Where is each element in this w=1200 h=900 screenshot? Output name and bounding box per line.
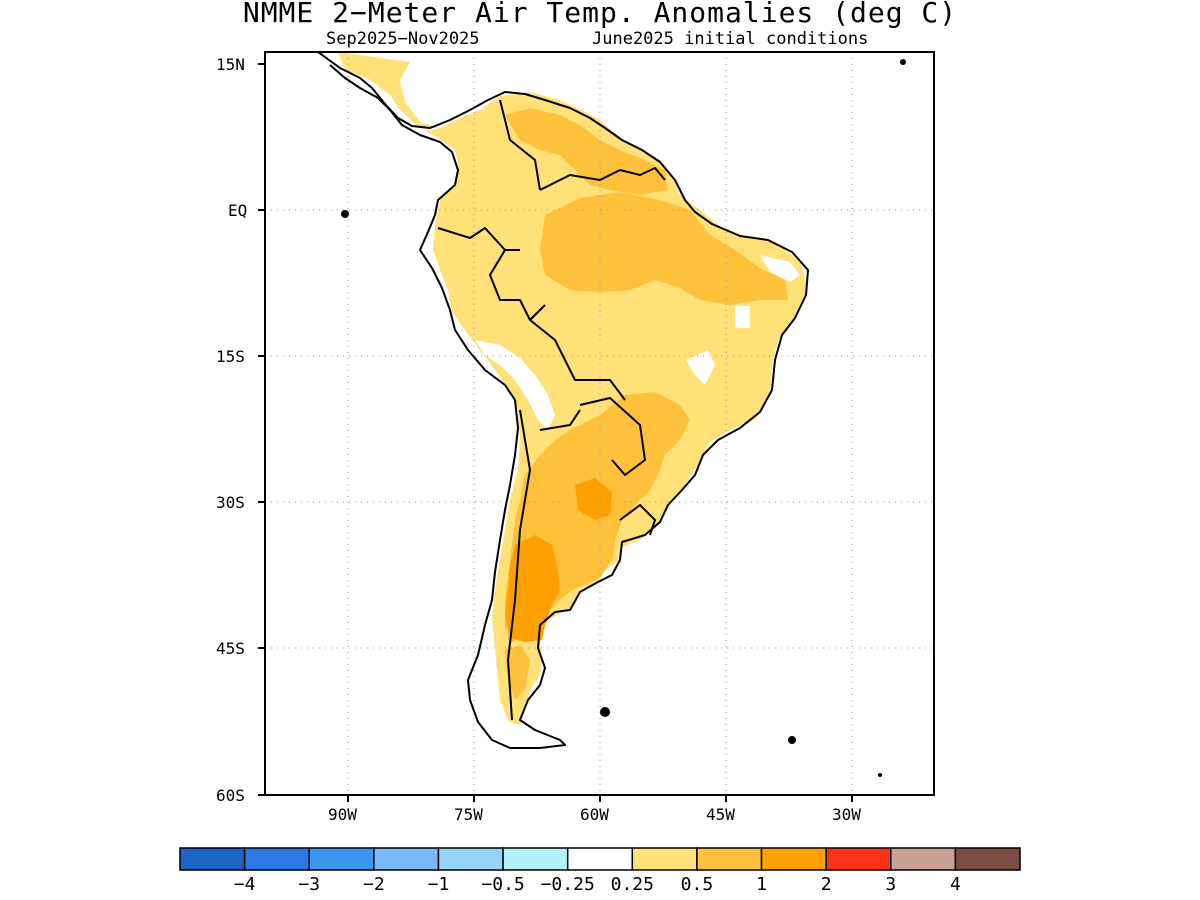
country-border-colombia-venezuela (499, 99, 541, 191)
neutral-ne-brazil-spot (735, 306, 750, 328)
map-title: NMME 2−Meter Air Temp. Anomalies (deg C) (242, 0, 958, 29)
colorbar-swatch (437, 847, 504, 871)
lon-label-60w: 60W (580, 805, 609, 824)
neutral-ne-brazil (760, 255, 800, 282)
colorbar-label: −2 (363, 874, 385, 895)
lat-label-45s: 45S (216, 639, 245, 658)
colorbar-label: −0.5 (481, 874, 524, 895)
colorbar-swatch (373, 847, 440, 871)
anomaly-map (265, 52, 808, 755)
subtitle-period: Sep2025−Nov2025 (326, 29, 480, 49)
anomaly-fill-strong-central (575, 478, 612, 520)
colorbar-label: −0.25 (541, 874, 595, 895)
anomaly-fill-medium-amazon (540, 192, 788, 305)
lon-label-45w: 45W (706, 805, 735, 824)
lat-label-eq: EQ (228, 201, 247, 220)
neutral-central-brazil (686, 350, 715, 385)
colorbar-label: 0.5 (681, 874, 714, 895)
lon-label-90w: 90W (328, 805, 357, 824)
colorbar-swatch (760, 847, 827, 871)
lat-label-60s: 60S (216, 786, 245, 805)
colorbar-label: −4 (234, 874, 256, 895)
axis-ticks (258, 63, 853, 802)
subtitle-initial-conditions: June2025 initial conditions (592, 29, 869, 49)
lat-label-15n: 15N (216, 55, 245, 74)
country-border-uruguay (619, 504, 656, 536)
colorbar-label: 2 (821, 874, 832, 895)
colorbar-swatch (566, 847, 634, 871)
country-border-venezuela-brazil (539, 169, 621, 191)
coastlines-and-borders (317, 52, 809, 749)
colorbar-label: −1 (428, 874, 450, 895)
colorbar-label: 1 (756, 874, 767, 895)
lat-label-30s: 30S (216, 493, 245, 512)
colorbar-label: 3 (885, 874, 896, 895)
colorbar-swatch (502, 847, 569, 871)
anomaly-fill-strong-argentina (505, 535, 560, 642)
country-border-chile-argentina (507, 409, 531, 721)
country-border-ecuador-peru (437, 227, 520, 251)
colorbar-swatch (954, 847, 1021, 871)
neutral-patagonia-tip (468, 640, 560, 755)
country-border-guianas (619, 167, 666, 181)
south-america-coastline (317, 52, 809, 749)
islands (341, 59, 906, 777)
country-border-bolivia (529, 319, 626, 401)
country-border-argentina-north (539, 409, 581, 431)
colorbar-swatch (631, 847, 698, 871)
country-border-peru-brazil (489, 249, 546, 321)
colorbar-label: 4 (950, 874, 961, 895)
anomaly-fill-medium-patagonia (505, 645, 530, 700)
anomaly-fill-medium-north (505, 108, 668, 195)
lat-label-15s: 15S (216, 347, 245, 366)
colorbar-swatch (179, 847, 246, 871)
colorbar: −4 −3 −2 −1 −0.5 −0.25 0.25 0.5 1 2 3 4 (179, 847, 1021, 895)
lon-label-30w: 30W (832, 805, 861, 824)
colorbar-swatch (696, 847, 763, 871)
colorbar-label: −3 (298, 874, 320, 895)
colorbar-label: 0.25 (611, 874, 654, 895)
colorbar-swatch (308, 847, 375, 871)
lon-label-75w: 75W (454, 805, 483, 824)
colorbar-swatch (825, 847, 892, 871)
neutral-coast-peru-chile (475, 340, 555, 430)
country-border-paraguay (579, 397, 646, 476)
colorbar-swatch (243, 847, 310, 871)
colorbar-swatch (890, 847, 957, 871)
